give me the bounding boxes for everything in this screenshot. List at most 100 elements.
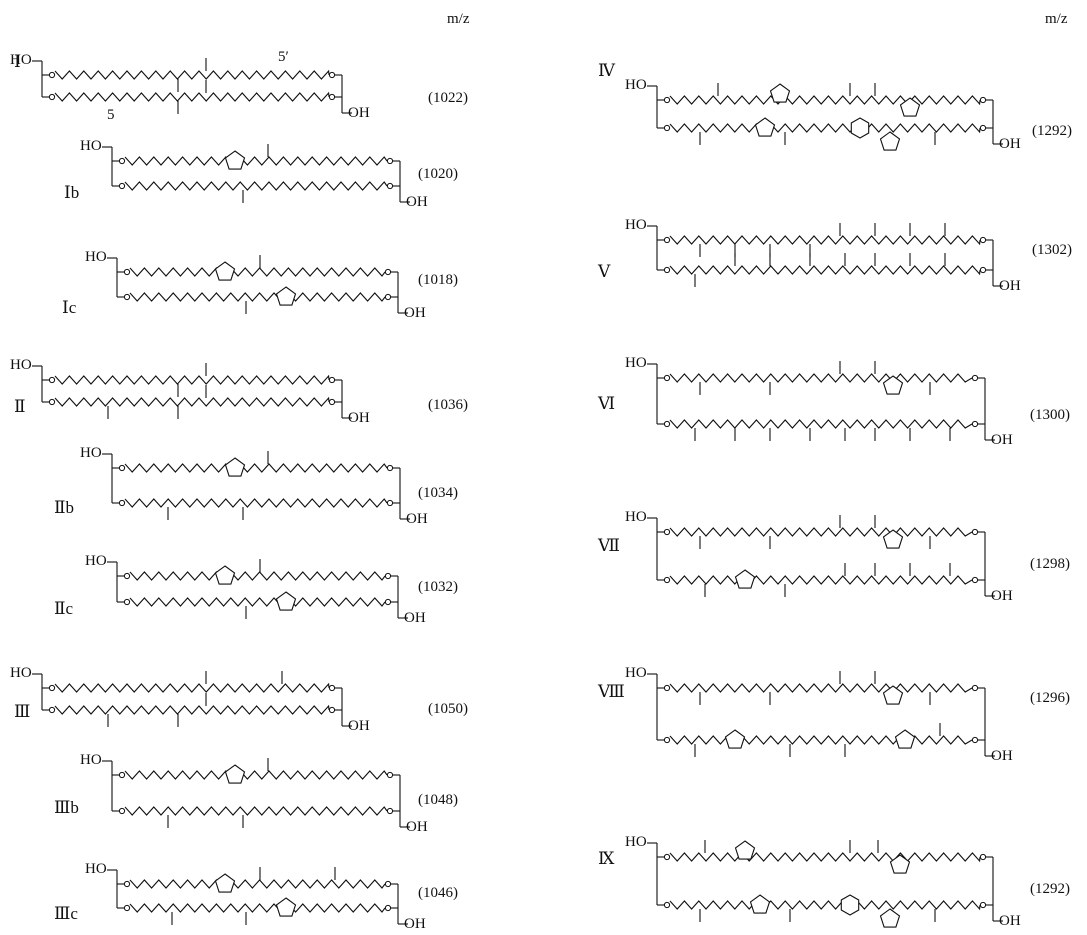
alkyl-chain [130,268,385,276]
cyclopentane-ring [771,84,790,102]
ether-oxygen [119,772,124,777]
ho-group: HO [625,356,647,371]
alkyl-chain [125,157,387,165]
mz-value: (1032) [418,580,458,595]
ether-oxygen [49,94,54,99]
alkyl-chain [55,684,329,692]
oh-group: OH [348,106,370,121]
alkyl-chain [55,376,329,384]
ether-oxygen [329,399,334,404]
oh-group: OH [406,195,428,210]
alkyl-chain [670,374,972,382]
ether-oxygen [664,421,669,426]
oh-group: OH [348,719,370,734]
cyclopentane-ring [884,530,903,548]
mz-value: (1046) [418,886,458,901]
ether-oxygen [387,465,392,470]
alkyl-chain [670,236,980,244]
ether-oxygen [664,267,669,272]
ether-oxygen [124,294,129,299]
ether-oxygen [329,685,334,690]
alkyl-chain [55,706,329,714]
cyclopentane-ring [884,376,903,394]
ether-oxygen [385,881,390,886]
ether-oxygen [972,421,977,426]
alkyl-chain [670,96,980,104]
cyclopentane-ring [277,898,296,916]
ether-oxygen [972,685,977,690]
alkyl-chain [130,293,385,301]
ether-oxygen [119,183,124,188]
ether-oxygen [119,808,124,813]
ho-group: HO [625,835,647,850]
cyclopentane-ring [226,458,245,476]
oh-group: OH [404,611,426,626]
oh-group: OH [991,589,1013,604]
ether-oxygen [49,72,54,77]
cyclopentane-ring [226,151,245,169]
ho-group: HO [10,666,32,681]
alkyl-chain [670,853,980,861]
alkyl-chain [130,572,385,580]
ether-oxygen [664,577,669,582]
alkyl-chain [125,771,387,779]
cyclopentane-ring [216,566,235,584]
alkyl-chain [130,598,385,606]
ether-oxygen [972,577,977,582]
cyclopentane-ring [756,118,775,136]
ho-group: HO [625,78,647,93]
ether-oxygen [664,529,669,534]
ether-oxygen [980,237,985,242]
ether-oxygen [972,529,977,534]
alkyl-chain [670,528,972,536]
mz-value: (1292) [1032,124,1072,139]
ether-oxygen [980,97,985,102]
cyclopentane-ring [884,686,903,704]
ether-oxygen [49,399,54,404]
ho-group: HO [85,862,107,877]
oh-group: OH [999,137,1021,152]
cyclopentane-ring [881,132,900,150]
mz-value: (1300) [1030,408,1070,423]
ether-oxygen [385,599,390,604]
cyclopentane-ring [896,730,915,748]
ether-oxygen [980,267,985,272]
ether-oxygen [664,375,669,380]
ho-group: HO [80,139,102,154]
ether-oxygen [972,375,977,380]
mz-header-left: m/z [447,12,470,27]
ether-oxygen [49,685,54,690]
cyclohexane-ring [841,895,858,915]
ether-oxygen [664,737,669,742]
ether-oxygen [124,881,129,886]
compound-label: Ⅲc [54,905,78,922]
ho-group: HO [80,446,102,461]
mz-value: (1050) [428,702,468,717]
ether-oxygen [124,905,129,910]
ether-oxygen [387,158,392,163]
ether-oxygen [387,500,392,505]
mz-value: (1018) [418,273,458,288]
cyclopentane-ring [736,841,755,859]
alkyl-chain [670,576,972,584]
cyclopentane-ring [226,765,245,783]
cyclopentane-ring [881,909,900,927]
cyclohexane-ring [851,118,868,138]
ho-group: HO [10,358,32,373]
oh-group: OH [348,411,370,426]
ho-group: HO [625,218,647,233]
ether-oxygen [124,269,129,274]
alkyl-chain [670,420,972,428]
ether-oxygen [387,772,392,777]
oh-group: OH [404,917,426,932]
mz-value: (1020) [418,167,458,182]
mz-value: (1296) [1030,691,1070,706]
ho-group: HO [85,554,107,569]
mz-value: (1048) [418,793,458,808]
ether-oxygen [385,294,390,299]
mz-header-right: m/z [1045,12,1068,27]
alkyl-chain [55,398,329,406]
ether-oxygen [972,737,977,742]
compound-label: Ⅱc [54,600,73,617]
position-5: 5 [107,108,115,123]
